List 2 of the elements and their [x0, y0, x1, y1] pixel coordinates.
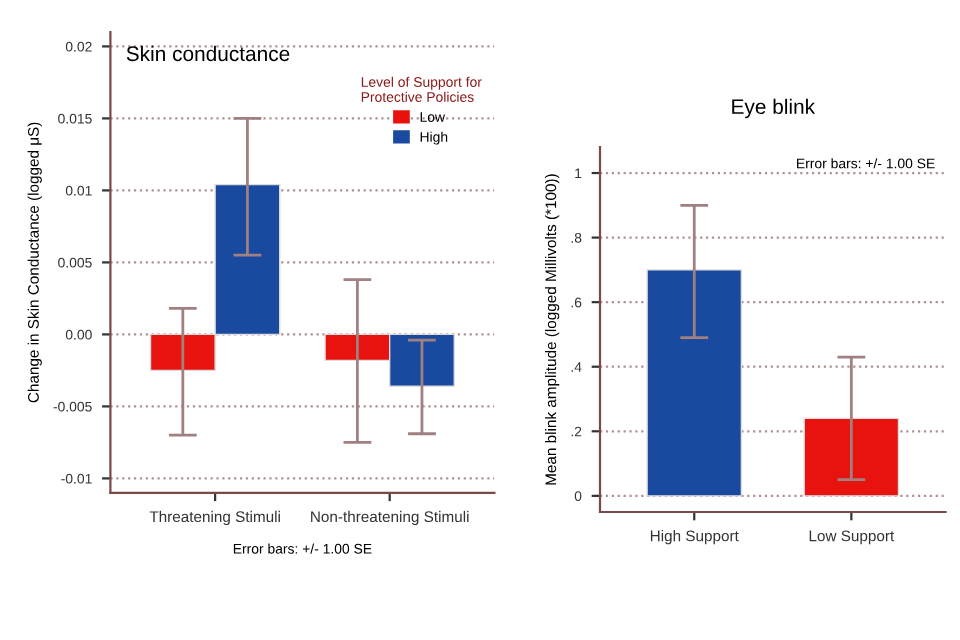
text: Skin conductance [126, 45, 290, 62]
chart-title: Eye blink [732, 98, 816, 119]
